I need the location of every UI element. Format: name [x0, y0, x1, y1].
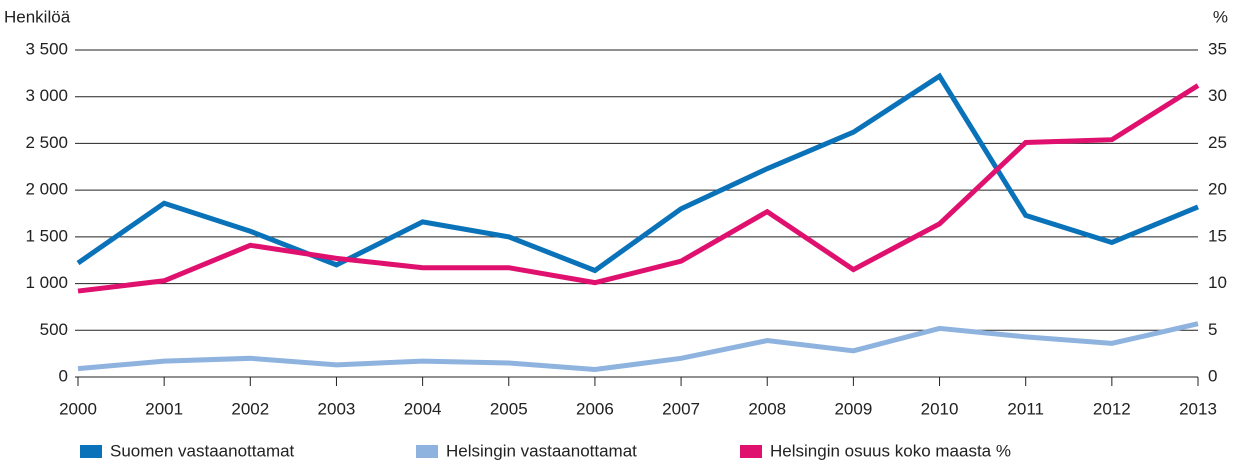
y2-tick-label: 0	[1208, 366, 1217, 385]
x-tick-label: 2008	[748, 399, 786, 418]
y2-axis-title: %	[1213, 7, 1228, 26]
x-tick-label: 2011	[1007, 399, 1044, 418]
y2-tick-label: 30	[1208, 86, 1227, 105]
legend-label: Suomen vastaanottamat	[110, 441, 295, 460]
series-line	[77, 83, 1200, 294]
legend-swatch	[416, 445, 438, 458]
x-tick-label: 2010	[921, 399, 959, 418]
y2-tick-label: 15	[1208, 226, 1227, 245]
y2-tick-label: 25	[1208, 133, 1227, 152]
series-line	[77, 321, 1199, 373]
x-tick-label: 2013	[1179, 399, 1217, 418]
x-tick-label: 2009	[834, 399, 872, 418]
x-tick-label: 2012	[1093, 399, 1131, 418]
y-tick-label: 2 000	[25, 180, 68, 199]
y-tick-label: 500	[40, 320, 68, 339]
x-tick-label: 2003	[318, 399, 356, 418]
x-tick-label: 2000	[59, 399, 97, 418]
x-tick-label: 2005	[490, 399, 528, 418]
y2-tick-label: 5	[1208, 320, 1217, 339]
y-tick-label: 0	[59, 366, 68, 385]
y-tick-label: 1 000	[25, 273, 68, 292]
legend-swatch	[80, 445, 102, 458]
x-tick-label: 2007	[662, 399, 700, 418]
y2-tick-label: 20	[1208, 180, 1227, 199]
legend-label: Helsingin osuus koko maasta %	[770, 441, 1011, 460]
x-tick-label: 2004	[404, 399, 442, 418]
legend-label: Helsingin vastaanottamat	[446, 441, 637, 460]
y2-tick-label: 35	[1208, 39, 1227, 58]
y-tick-label: 3 500	[25, 39, 68, 58]
legend-swatch	[740, 445, 762, 458]
y-axis-title: Henkilöä	[4, 7, 71, 26]
y2-tick-label: 10	[1208, 273, 1227, 292]
y-tick-label: 2 500	[25, 133, 68, 152]
x-tick-label: 2006	[576, 399, 614, 418]
y-tick-label: 1 500	[25, 226, 68, 245]
x-tick-label: 2001	[145, 399, 183, 418]
series-line	[76, 72, 1199, 274]
x-tick-label: 2002	[231, 399, 269, 418]
y-tick-label: 3 000	[25, 86, 68, 105]
